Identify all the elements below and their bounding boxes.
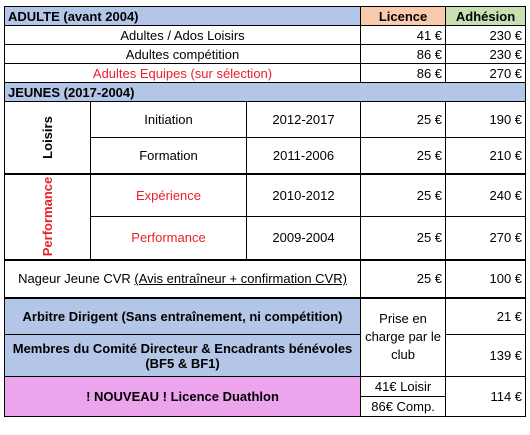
adult-row-licence: 86 € (360, 63, 447, 83)
duathlon-licence-comp: 86€ Comp. (360, 396, 447, 417)
membres-label-line1: Membres du Comité Directeur & Encadrants… (12, 340, 353, 356)
arbitre-row: Arbitre Dirigent (Sans entraînement, ni … (3, 296, 527, 377)
youth-row-adhesion: 210 € (445, 137, 527, 174)
cvr-label-prefix: Nageur Jeune CVR (18, 271, 135, 286)
adult-row-label: Adultes / Ados Loisirs (3, 25, 362, 45)
youth-row-adhesion: 240 € (445, 172, 527, 217)
adult-header-row: ADULTE (avant 2004) Licence Adhésion (3, 6, 527, 26)
cvr-adhesion: 100 € (445, 258, 527, 298)
duathlon-licence-loisir: 41€ Loisir (360, 376, 447, 397)
duathlon-row: ! NOUVEAU ! Licence Duathlon 41€ Loisir … (3, 376, 527, 417)
adult-row-adhesion: 230 € (445, 25, 527, 45)
youth-row-name: Performance (90, 216, 247, 260)
youth-row-years: 2009-2004 (245, 216, 362, 260)
youth-row: Loisirs Initiation 2012-2017 25 € 190 € (4, 101, 527, 174)
youth-row-years: 2012-2017 (245, 101, 362, 138)
adult-section-title: ADULTE (avant 2004) (3, 6, 362, 26)
youth-header-row: JEUNES (2017-2004) (3, 82, 527, 102)
duathlon-adhesion: 114 € (445, 376, 527, 417)
youth-row-years: 2011-2006 (245, 137, 362, 174)
adult-row: Adultes compétition 86 € 230 € (3, 44, 527, 64)
cvr-label-note: (Avis entraîneur + confirmation CVR) (134, 271, 347, 286)
club-note: Prise en charge par le club (360, 296, 447, 377)
arbitre-adhesion: 21 € (445, 296, 527, 335)
adult-row: Adultes Equipes (sur sélection) 86 € 270… (3, 63, 527, 83)
adult-row-label: Adultes Equipes (sur sélection) (3, 63, 362, 83)
duathlon-row-2: 86€ Comp. (5, 396, 526, 417)
youth-row-licence: 25 € (360, 137, 447, 174)
adult-row-label: Adultes compétition (3, 44, 362, 64)
youth-row-adhesion: 270 € (445, 216, 527, 260)
youth-row-name: Formation (90, 137, 247, 174)
youth-row: Formation 2011-2006 25 € 210 € (5, 137, 527, 174)
adult-row-licence: 86 € (360, 44, 447, 64)
youth-section-title: JEUNES (2017-2004) (3, 82, 527, 102)
adhesion-header: Adhésion (445, 6, 527, 26)
cvr-row: Nageur Jeune CVR (Avis entraîneur + conf… (3, 258, 527, 298)
youth-row-years: 2010-2012 (245, 172, 362, 217)
adult-row-licence: 41 € (360, 25, 447, 45)
youth-row-name: Initiation (90, 101, 247, 138)
adult-row: Adultes / Ados Loisirs 41 € 230 € (3, 25, 527, 45)
membres-label-line2: (BF5 & BF1) (145, 355, 220, 371)
duathlon-label: ! NOUVEAU ! Licence Duathlon (3, 376, 362, 417)
youth-row: Performance Expérience 2010-2012 25 € 24… (4, 172, 527, 260)
youth-row-licence: 25 € (360, 216, 447, 260)
cvr-licence: 25 € (360, 258, 447, 298)
arbitre-label: Arbitre Dirigent (Sans entraînement, ni … (3, 296, 362, 335)
membres-label: Membres du Comité Directeur & Encadrants… (3, 334, 362, 377)
youth-row-adhesion: 190 € (445, 101, 527, 138)
loisirs-group-label: Loisirs (4, 101, 91, 174)
cvr-label: Nageur Jeune CVR (Avis entraîneur + conf… (3, 258, 362, 298)
licence-header: Licence (360, 6, 447, 26)
youth-row-licence: 25 € (360, 101, 447, 138)
youth-row-name: Expérience (90, 172, 247, 217)
membres-row: Membres du Comité Directeur & Encadrants… (3, 334, 527, 377)
youth-row: Performance 2009-2004 25 € 270 € (5, 216, 527, 260)
adult-row-adhesion: 270 € (445, 63, 527, 83)
adult-row-adhesion: 230 € (445, 44, 527, 64)
tarifs-table: ADULTE (avant 2004) Licence Adhésion Adu… (3, 6, 527, 417)
youth-row-licence: 25 € (360, 172, 447, 217)
performance-group-label: Performance (4, 172, 91, 260)
membres-adhesion: 139 € (445, 334, 527, 377)
